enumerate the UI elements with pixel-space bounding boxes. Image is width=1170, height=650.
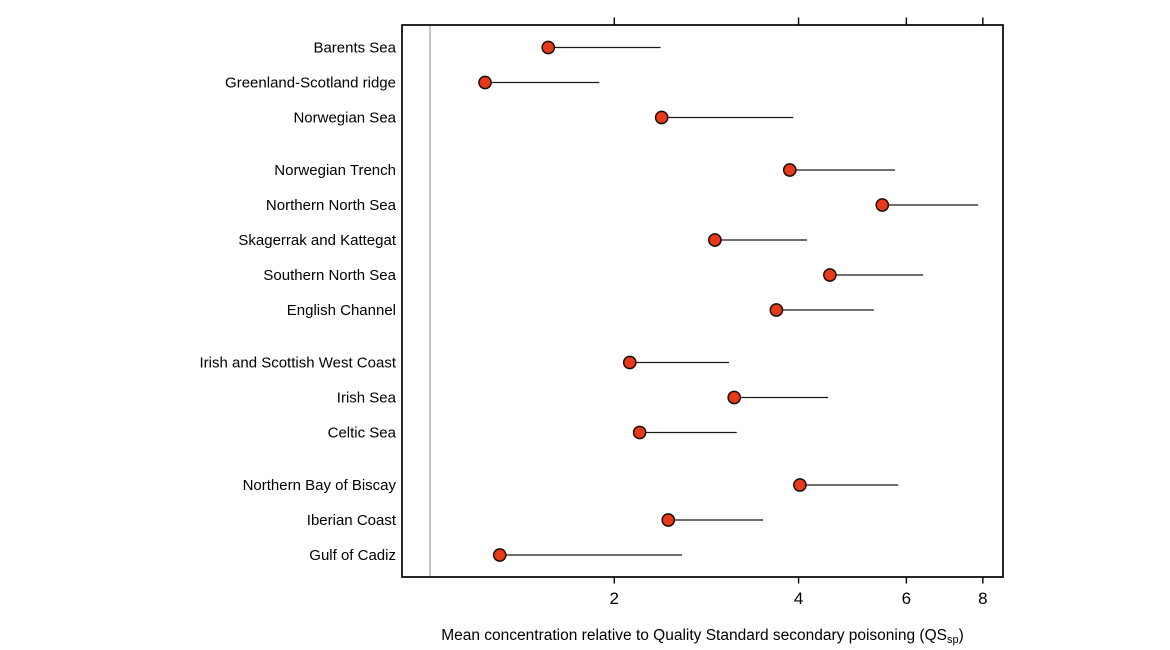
mean-marker [654, 110, 669, 125]
category-label: Barents Sea [313, 40, 396, 57]
mean-marker [708, 233, 722, 247]
category-label: Northern North Sea [266, 197, 397, 214]
x-tick-label: 8 [978, 589, 987, 608]
category-label: Irish Sea [337, 390, 397, 407]
x-tick-label: 6 [902, 589, 911, 608]
x-axis-title-close: ) [958, 627, 964, 644]
plot-border [401, 24, 1004, 578]
mean-marker [622, 355, 637, 370]
category-label: Skagerrak and Kattegat [238, 232, 396, 249]
category-label: Irish and Scottish West Coast [200, 355, 397, 372]
category-label: Iberian Coast [307, 512, 397, 529]
mean-marker [492, 548, 507, 562]
x-axis-title-text: Mean concentration relative to Quality S… [441, 627, 947, 644]
category-label: Celtic Sea [328, 425, 397, 442]
x-tick-label: 4 [794, 589, 803, 608]
mean-marker [478, 75, 492, 90]
mean-marker [782, 163, 797, 177]
mean-marker [727, 390, 742, 405]
mean-marker [769, 303, 784, 317]
category-label: Norwegian Trench [274, 162, 396, 179]
mean-marker [541, 40, 556, 55]
category-label: English Channel [287, 302, 396, 319]
category-label: Southern North Sea [263, 267, 396, 284]
category-label: Greenland-Scotland ridge [225, 75, 396, 92]
x-axis-title: Mean concentration relative to Quality S… [402, 627, 1003, 646]
mean-marker [632, 425, 647, 440]
category-label: Gulf of Cadiz [309, 547, 396, 564]
x-tick-label: 2 [610, 589, 619, 608]
mean-marker [661, 513, 676, 527]
category-label: Northern Bay of Biscay [243, 477, 397, 494]
mean-marker [875, 198, 890, 212]
mean-marker [793, 478, 807, 492]
mean-marker [823, 268, 837, 282]
x-axis-title-subscript: sp [946, 634, 959, 646]
category-label: Norwegian Sea [293, 110, 396, 127]
